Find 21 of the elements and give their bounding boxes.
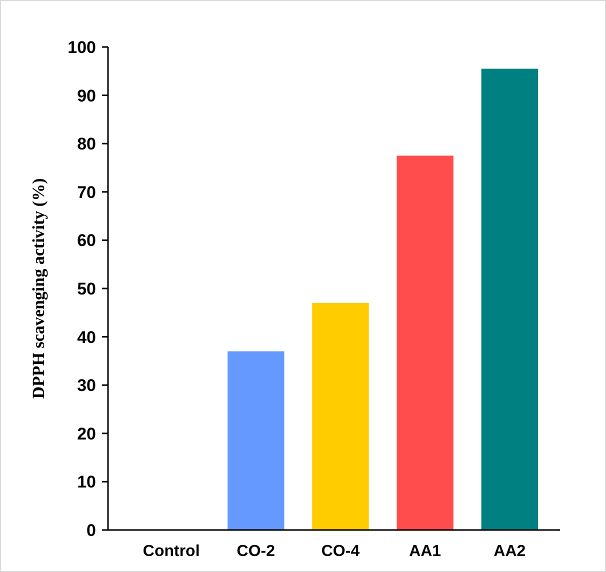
- y-tick-label: 60: [77, 231, 96, 250]
- x-tick-label: CO-2: [236, 543, 276, 560]
- y-tick-label: 40: [77, 328, 96, 347]
- y-tick-label: 0: [86, 520, 96, 540]
- y-tick-label: 20: [77, 424, 96, 444]
- y-tick-label: 100: [68, 38, 96, 57]
- x-tick-label: CO-4: [321, 543, 360, 560]
- y-tick-label: 50: [77, 279, 96, 298]
- bar: [481, 68, 538, 530]
- y-tick-label: 30: [77, 376, 96, 396]
- bar: [228, 351, 284, 530]
- y-tick-label: 10: [77, 472, 96, 492]
- x-tick-label: AA1: [409, 543, 442, 560]
- x-tick-label: AA2: [494, 543, 526, 560]
- y-tick-label: 70: [77, 182, 96, 202]
- bar: [312, 302, 369, 530]
- x-tick-label: Control: [142, 543, 200, 560]
- y-tick-label: 90: [77, 86, 96, 106]
- y-axis-title: DPPH scavenging activity (%): [29, 178, 48, 399]
- y-tick-label: 80: [77, 134, 96, 154]
- bar: [396, 156, 454, 530]
